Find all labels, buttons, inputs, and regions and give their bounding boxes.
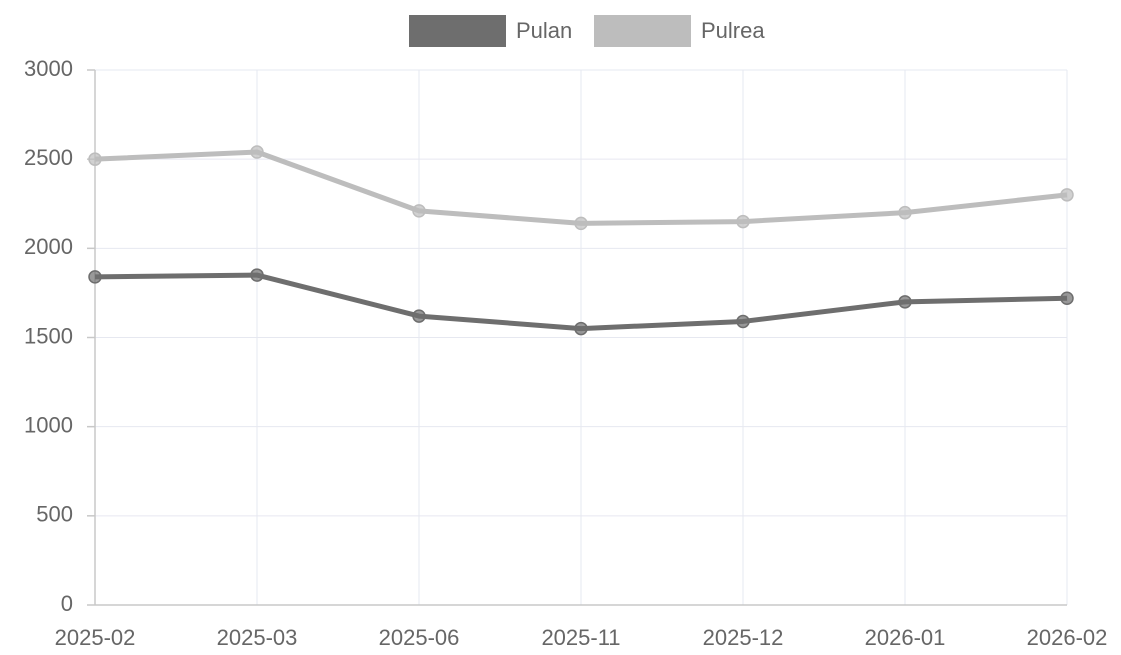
x-tick-label: 2026-02	[1027, 625, 1108, 650]
data-point	[574, 321, 588, 336]
data-point	[898, 295, 912, 309]
data-point	[1060, 291, 1074, 306]
data-point	[250, 268, 264, 282]
data-point	[250, 145, 264, 159]
x-tick-label: 2025-06	[379, 625, 460, 650]
data-point	[898, 205, 912, 220]
y-tick-label: 1000	[24, 412, 73, 437]
data-point	[1060, 188, 1074, 202]
y-tick-label: 3000	[24, 56, 73, 81]
data-point	[88, 270, 102, 284]
y-tick-label: 1500	[24, 323, 73, 348]
legend-swatch[interactable]	[409, 15, 506, 47]
data-point	[736, 314, 750, 329]
y-tick-label: 2000	[24, 234, 73, 259]
data-point	[736, 214, 750, 229]
x-tick-label: 2025-03	[217, 625, 298, 650]
y-tick-label: 0	[61, 591, 73, 616]
data-point	[412, 309, 426, 323]
x-tick-label: 2025-12	[703, 625, 784, 650]
legend-label[interactable]: Pulan	[516, 18, 572, 43]
y-tick-label: 500	[36, 502, 73, 527]
x-tick-label: 2026-01	[865, 625, 946, 650]
x-tick-label: 2025-11	[541, 625, 620, 650]
data-point	[412, 204, 426, 218]
data-point	[574, 216, 588, 231]
data-point	[88, 152, 102, 166]
y-tick-label: 2500	[24, 145, 73, 170]
legend-label[interactable]: Pulrea	[701, 18, 765, 43]
x-tick-label: 2025-02	[55, 625, 136, 650]
legend-swatch[interactable]	[594, 15, 691, 47]
